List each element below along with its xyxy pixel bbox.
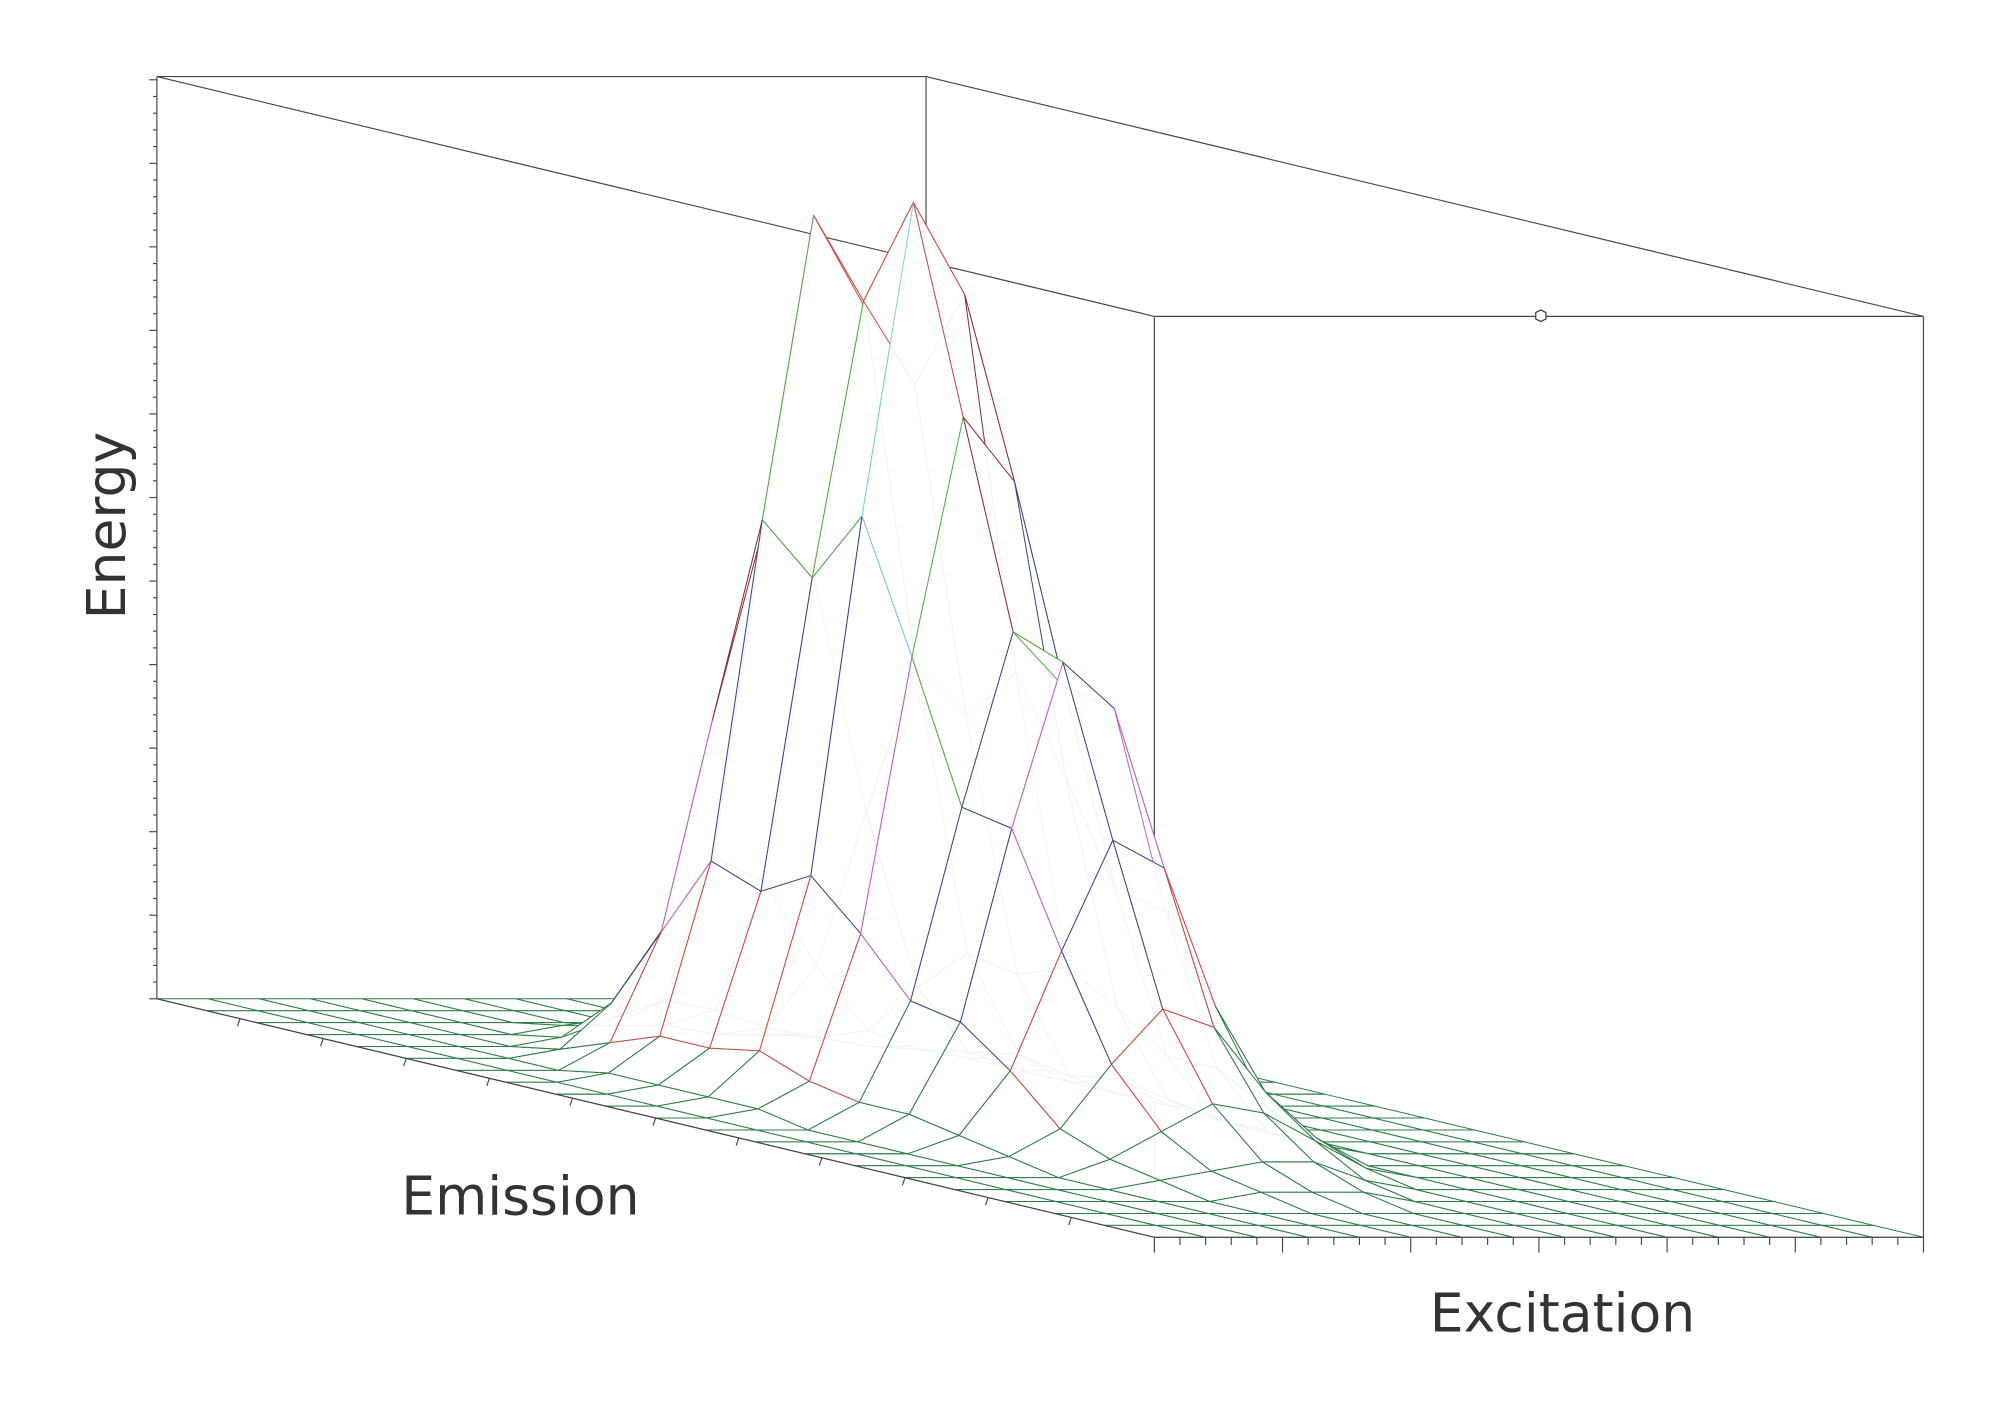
frame-tick [652,1117,657,1126]
frame-tick [901,1177,906,1186]
frame-tick [320,1038,324,1047]
frame-tick [569,1097,574,1106]
box-front [156,998,1925,1253]
frame-tick [1068,1217,1072,1226]
frame-tick [403,1058,407,1067]
frame-tick [236,1018,241,1027]
surface [156,201,1924,1238]
frame-tick [984,1197,989,1206]
box-edge [925,76,1924,317]
frame-tick [735,1137,740,1146]
frame-tick [486,1078,490,1087]
z-axis-label: Energy [75,432,138,620]
x-axis-label: Excitation [1430,1282,1695,1345]
frame-tick [818,1157,823,1166]
y-axis-label: Emission [401,1164,639,1227]
marker [1535,309,1547,323]
box-edge [156,76,1155,317]
